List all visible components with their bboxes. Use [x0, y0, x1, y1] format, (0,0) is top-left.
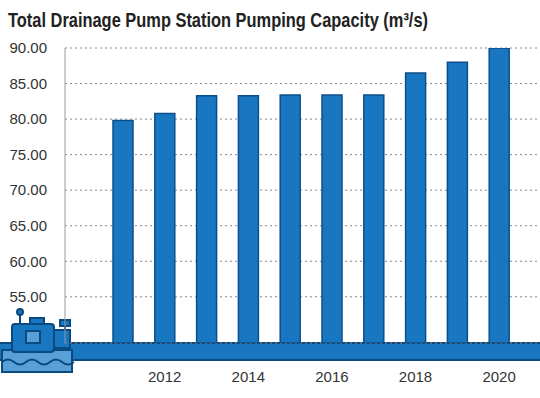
svg-text:90.00: 90.00 [9, 39, 47, 56]
svg-text:Total Drainage Pump Station Pu: Total Drainage Pump Station Pumping Capa… [8, 9, 428, 31]
svg-text:75.00: 75.00 [9, 146, 47, 163]
svg-text:2020: 2020 [482, 368, 515, 385]
svg-text:60.00: 60.00 [9, 253, 47, 270]
svg-text:2018: 2018 [399, 368, 432, 385]
svg-text:55.00: 55.00 [9, 288, 47, 305]
svg-text:2014: 2014 [232, 368, 265, 385]
svg-text:80.00: 80.00 [9, 110, 47, 127]
svg-text:65.00: 65.00 [9, 217, 47, 234]
svg-text:85.00: 85.00 [9, 75, 47, 92]
svg-text:70.00: 70.00 [9, 181, 47, 198]
svg-text:2012: 2012 [148, 368, 181, 385]
svg-text:2016: 2016 [315, 368, 348, 385]
